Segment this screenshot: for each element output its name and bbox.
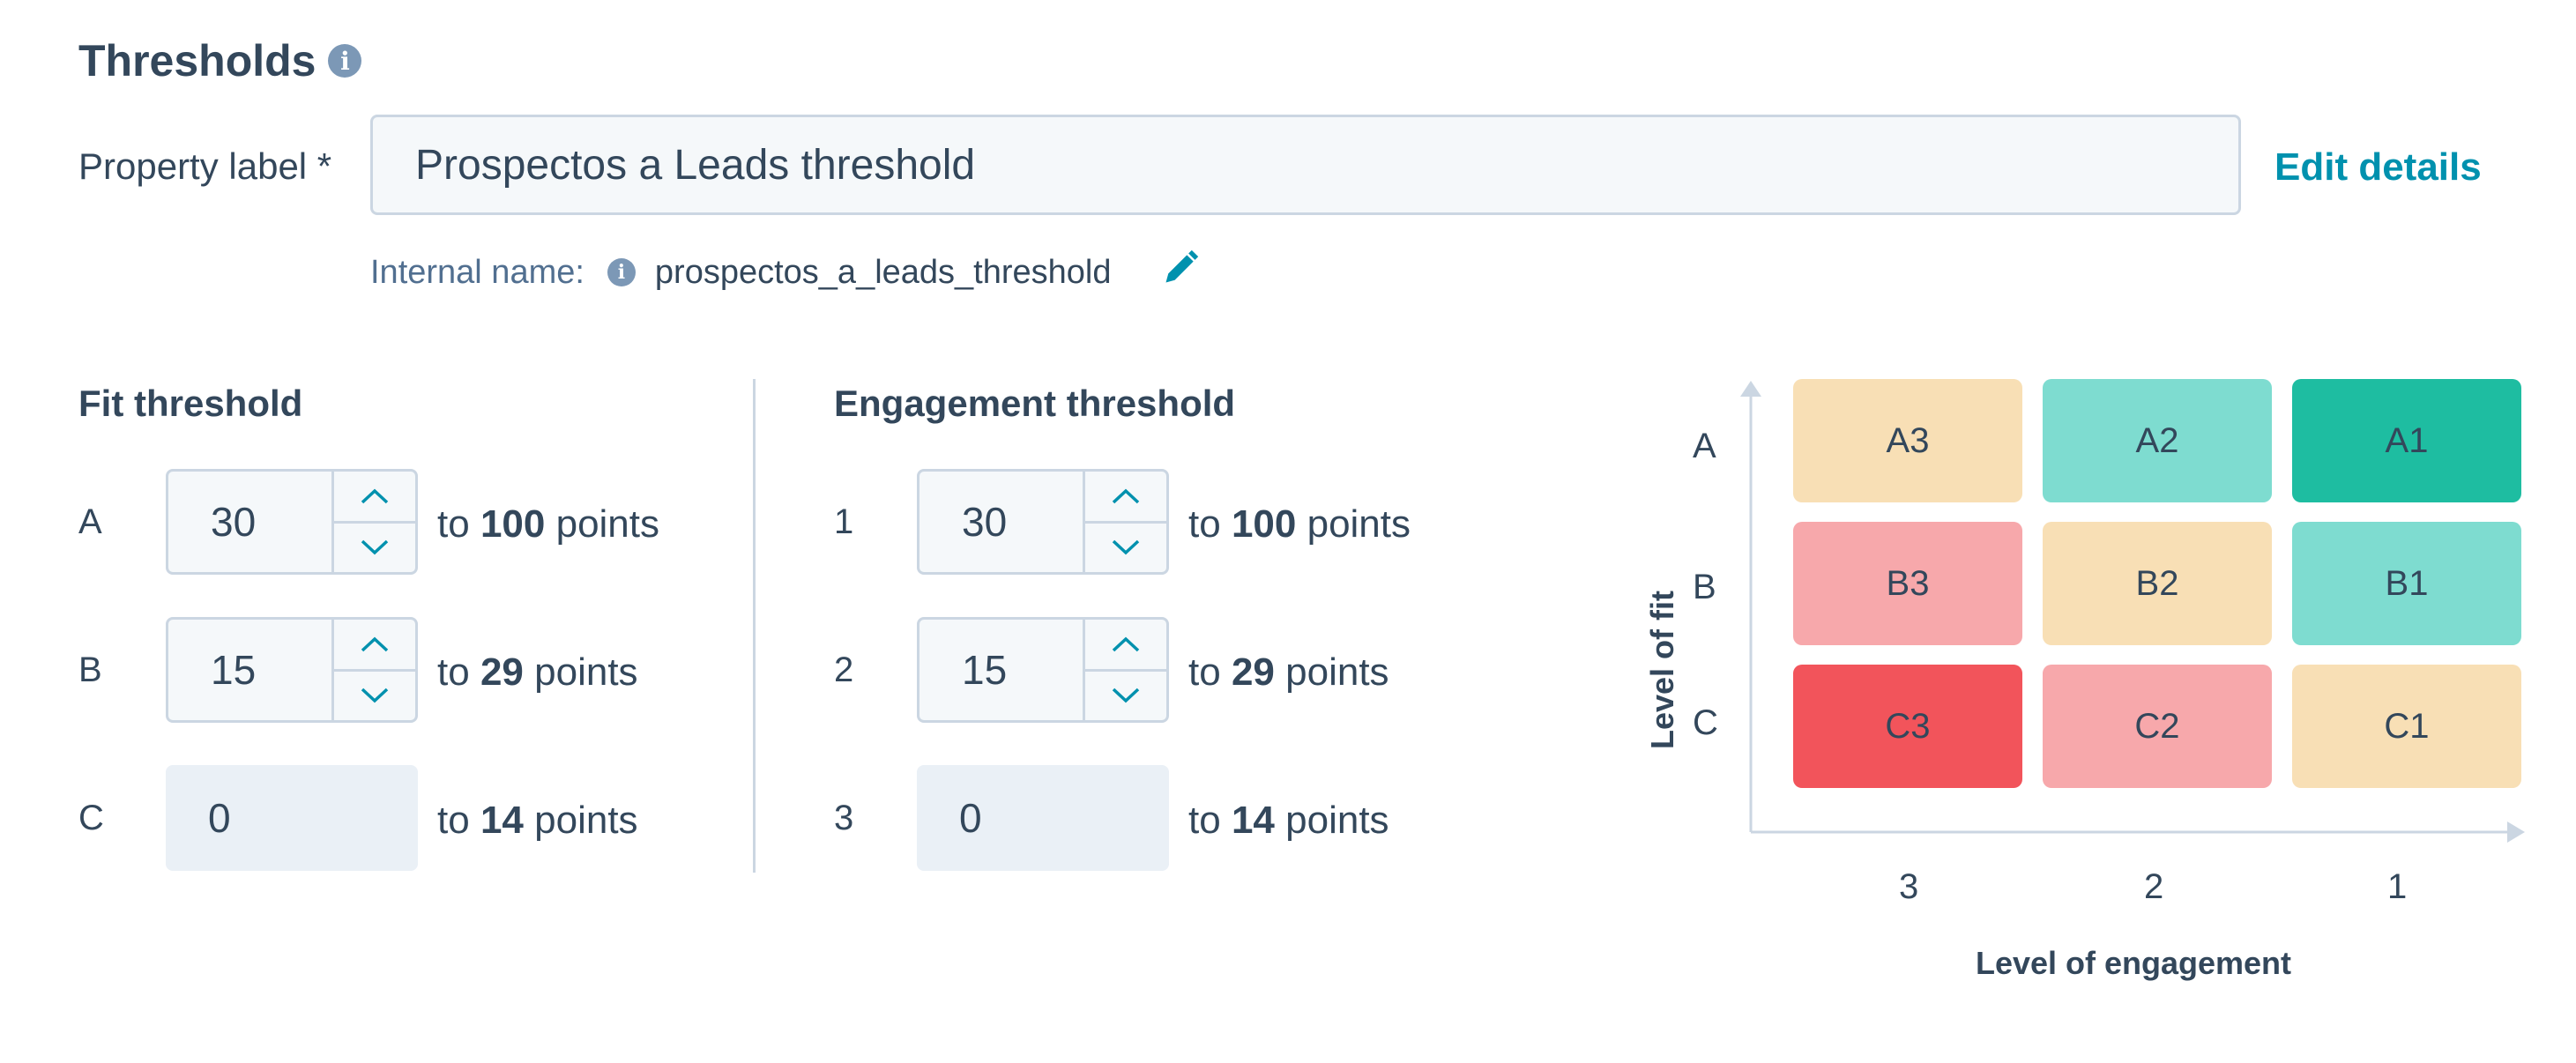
engagement-2-stepper[interactable]: 15 xyxy=(917,617,1169,723)
fit-a-stepper[interactable]: 30 xyxy=(166,469,418,575)
engagement-1-stepper[interactable]: 30 xyxy=(917,469,1169,575)
x-label-3: 3 xyxy=(1899,867,1919,906)
fit-row-letter-c: C xyxy=(78,799,104,837)
internal-name-info-icon[interactable]: i xyxy=(607,258,636,286)
fit-b-stepper[interactable]: 15 xyxy=(166,617,418,723)
range-to: to xyxy=(437,650,470,694)
engagement-3-value: 0 xyxy=(959,795,982,841)
range-to: to xyxy=(1188,650,1221,694)
fit-threshold-title: Fit threshold xyxy=(78,383,303,424)
property-label: Property label * xyxy=(78,145,332,187)
matrix-cell-c3: C3 xyxy=(1793,665,2022,788)
matrix-cell-b1: B1 xyxy=(2292,522,2521,645)
range-max: 29 xyxy=(480,650,524,694)
fit-c-value: 0 xyxy=(208,795,231,841)
matrix-cell-c1: C1 xyxy=(2292,665,2521,788)
engagement-2-range: to 29 points xyxy=(1188,650,1389,695)
thresholds-title: Thresholds xyxy=(78,36,316,85)
engagement-3-value-box: 0 xyxy=(917,765,1169,871)
range-unit: points xyxy=(534,650,638,694)
engagement-row-letter-2: 2 xyxy=(834,650,854,689)
fit-c-range: to 14 points xyxy=(437,799,638,843)
range-unit: points xyxy=(1285,799,1389,842)
y-label-a: A xyxy=(1693,427,1716,465)
internal-name-value: prospectos_a_leads_threshold xyxy=(654,253,1112,291)
internal-name-label: Internal name: xyxy=(370,253,584,291)
matrix-cell-b3: B3 xyxy=(1793,522,2022,645)
range-max: 100 xyxy=(1231,502,1297,546)
range-to: to xyxy=(1188,799,1221,842)
engagement-1-value[interactable]: 30 xyxy=(962,499,1008,545)
engagement-2-value[interactable]: 15 xyxy=(962,647,1008,693)
range-max: 14 xyxy=(1231,799,1275,842)
matrix-cell-a3: A3 xyxy=(1793,379,2022,502)
engagement-row-letter-1: 1 xyxy=(834,502,854,541)
range-unit: points xyxy=(555,502,660,546)
chevron-down-icon[interactable] xyxy=(1085,524,1166,573)
chevron-up-icon[interactable] xyxy=(334,472,415,524)
range-to: to xyxy=(437,502,470,546)
chevron-up-icon[interactable] xyxy=(334,620,415,672)
matrix-cell-c2: C2 xyxy=(2043,665,2272,788)
info-icon[interactable]: i xyxy=(328,44,362,78)
chevron-down-icon[interactable] xyxy=(1085,672,1166,721)
property-label-input[interactable]: Prospectos a Leads threshold xyxy=(370,115,2241,215)
y-label-c: C xyxy=(1693,703,1718,742)
x-label-1: 1 xyxy=(2387,867,2408,906)
pencil-icon[interactable] xyxy=(1161,249,1200,296)
range-max: 29 xyxy=(1231,650,1275,694)
fit-a-range: to 100 points xyxy=(437,502,659,546)
range-max: 14 xyxy=(480,799,524,842)
chevron-up-icon[interactable] xyxy=(1085,620,1166,672)
matrix-cell-a1: A1 xyxy=(2292,379,2521,502)
section-divider xyxy=(753,379,756,873)
range-unit: points xyxy=(534,799,638,842)
range-unit: points xyxy=(1307,502,1411,546)
range-unit: points xyxy=(1285,650,1389,694)
fit-a-value[interactable]: 30 xyxy=(211,499,257,545)
fit-row-letter-b: B xyxy=(78,650,102,689)
matrix-axes xyxy=(1740,381,2525,843)
x-axis-title: Level of engagement xyxy=(1975,945,2292,981)
internal-name-row: Internal name: i prospectos_a_leads_thre… xyxy=(370,249,1200,296)
fit-row-letter-a: A xyxy=(78,502,102,541)
engagement-1-range: to 100 points xyxy=(1188,502,1411,546)
fit-b-range: to 29 points xyxy=(437,650,638,695)
engagement-3-range: to 14 points xyxy=(1188,799,1389,843)
section-title: Thresholds i xyxy=(78,35,362,86)
y-axis-title: Level of fit xyxy=(1644,590,1680,750)
y-label-b: B xyxy=(1693,568,1716,606)
chevron-down-icon[interactable] xyxy=(334,524,415,573)
fit-b-value[interactable]: 15 xyxy=(211,647,257,693)
chevron-down-icon[interactable] xyxy=(334,672,415,721)
edit-details-link[interactable]: Edit details xyxy=(2274,145,2482,189)
range-max: 100 xyxy=(480,502,546,546)
x-label-2: 2 xyxy=(2144,867,2164,906)
matrix-cell-a2: A2 xyxy=(2043,379,2272,502)
fit-c-value-box: 0 xyxy=(166,765,418,871)
engagement-threshold-title: Engagement threshold xyxy=(834,383,1236,424)
range-to: to xyxy=(437,799,470,842)
property-label-value: Prospectos a Leads threshold xyxy=(415,141,976,189)
range-to: to xyxy=(1188,502,1221,546)
engagement-row-letter-3: 3 xyxy=(834,799,854,837)
chevron-up-icon[interactable] xyxy=(1085,472,1166,524)
matrix-cell-b2: B2 xyxy=(2043,522,2272,645)
